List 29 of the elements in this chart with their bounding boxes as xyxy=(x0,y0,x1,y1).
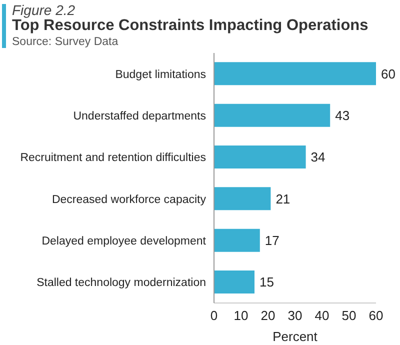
bar xyxy=(214,187,271,210)
bar xyxy=(214,146,306,168)
source-note: Source: Survey Data xyxy=(12,35,120,50)
text: Figure 2.2 xyxy=(12,2,76,18)
x-axis-title: Percent xyxy=(272,329,318,344)
data-label: 21 xyxy=(276,191,290,206)
x-tick-label: 50 xyxy=(342,308,356,324)
x-tick-label: 10 xyxy=(234,308,248,324)
y-tick-label: Recruitment and retention difficulties xyxy=(20,152,206,164)
bar xyxy=(214,228,260,252)
data-label: 17 xyxy=(264,232,280,248)
bar xyxy=(214,62,376,86)
x-tick-label: 60 xyxy=(368,308,384,324)
data-label: 43 xyxy=(335,108,350,123)
x-tick-label: 0 xyxy=(210,308,218,324)
y-tick-label: Decreased workforce capacity xyxy=(52,194,206,206)
data-label: 60 xyxy=(381,66,396,82)
bar xyxy=(214,104,330,127)
y-tick-label: Budget limitations xyxy=(115,68,206,81)
data-label: 34 xyxy=(310,150,326,165)
x-tick-label: 40 xyxy=(314,308,330,324)
data-label: 15 xyxy=(260,274,274,290)
chart-title: Top Resource Constraints Impacting Operations xyxy=(12,17,368,34)
y-tick-label: Delayed employee development xyxy=(42,236,207,248)
x-tick-label: 30 xyxy=(288,308,302,324)
x-tick-label: 20 xyxy=(260,308,276,324)
bar xyxy=(214,270,254,294)
y-tick-label: Stalled technology modernization xyxy=(36,277,206,290)
y-tick-label: Understaffed departments xyxy=(73,110,206,123)
